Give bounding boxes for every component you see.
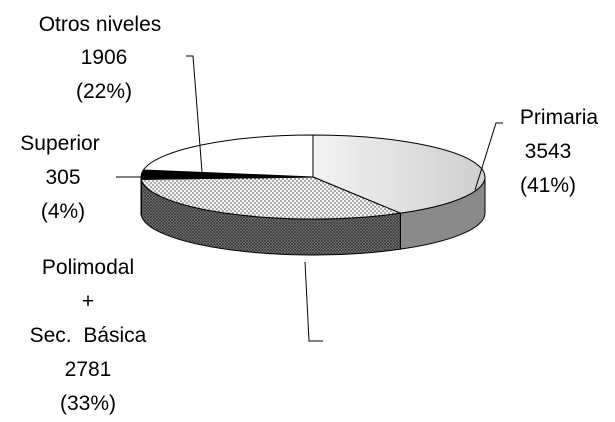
slice-polimodal [140, 176, 403, 220]
label-primaria-name: Primaria [520, 106, 598, 129]
label-otros-name: Otros niveles [39, 13, 162, 36]
leader-primaria [474, 122, 503, 191]
label-superior-percent: (4%) [41, 200, 85, 223]
slice-otros [142, 134, 314, 178]
label-superior-name: Superior [20, 132, 99, 155]
label-primaria-value: 3543 [525, 140, 572, 163]
label-otros-percent: (22%) [76, 80, 132, 103]
label-polimodal-percent: (33%) [60, 392, 116, 415]
label-polimodal-value: 2781 [65, 358, 112, 381]
label-otros-value: 1906 [81, 46, 128, 69]
label-polimodal-line2: + [82, 290, 94, 313]
pie-slices [140, 134, 486, 256]
label-polimodal-line3: Sec. Básica [30, 324, 147, 347]
label-polimodal-line1: Polimodal [42, 256, 134, 279]
leader-polimodal [304, 261, 323, 342]
label-primaria-percent: (41%) [520, 174, 576, 197]
leader-otros [186, 55, 203, 173]
slice-primaria [312, 134, 486, 214]
label-superior-value: 305 [45, 166, 80, 189]
